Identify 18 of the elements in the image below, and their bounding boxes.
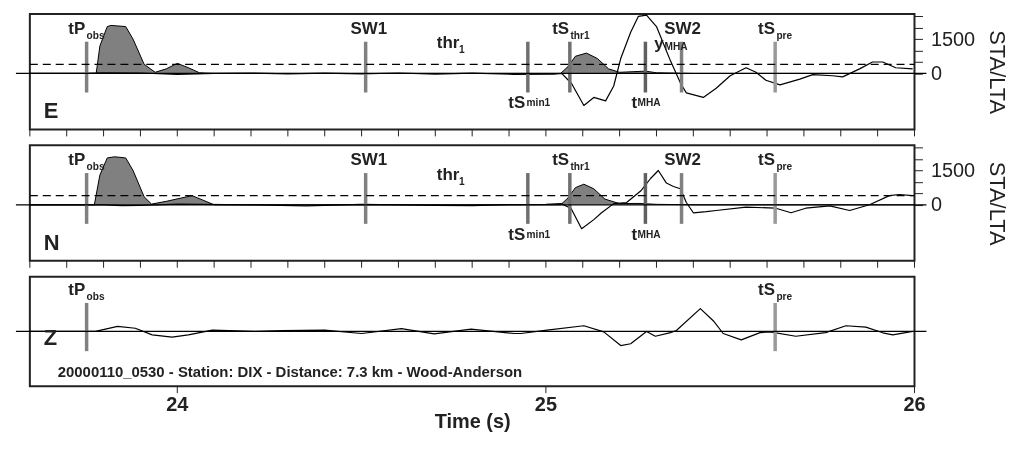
x-axis-title: Time (s) [434,410,511,433]
x-tick-label: 25 [534,393,557,416]
y-axis-title: STA/LTA [985,30,1011,115]
y-tick-label: 1500 [930,27,976,50]
y-tick-label: 0 [930,61,942,84]
y-axis-title: STA/LTA [985,161,1011,246]
x-tick-label: 24 [166,393,189,416]
text: 20000110_0530 - Station: DIX - Distance: 7.3 km - Wood-Anderson [57,363,523,381]
ref-line-label: SW1 [350,18,388,38]
ref-line-label: SW1 [350,150,388,170]
ref-line-label: SW2 [664,150,701,170]
y-tick-label: 1500 [930,158,976,181]
ref-line-label: SW2 [664,18,701,38]
x-tick-label: 26 [903,393,926,416]
annotation: N [43,229,60,255]
annotation: E [43,98,59,124]
annotation: Z [43,325,58,351]
y-tick-label: 0 [930,193,942,216]
